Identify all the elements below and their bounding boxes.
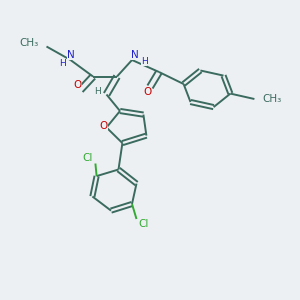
Text: O: O bbox=[143, 86, 151, 97]
Text: N: N bbox=[67, 50, 74, 60]
Text: H: H bbox=[59, 59, 65, 68]
Text: N: N bbox=[130, 50, 138, 60]
Text: Cl: Cl bbox=[83, 153, 93, 163]
Text: CH₃: CH₃ bbox=[20, 38, 39, 48]
Text: O: O bbox=[74, 80, 82, 90]
Text: O: O bbox=[99, 121, 108, 131]
Text: Cl: Cl bbox=[139, 219, 149, 230]
Text: CH₃: CH₃ bbox=[262, 94, 281, 104]
Text: H: H bbox=[141, 57, 147, 66]
Text: H: H bbox=[94, 87, 101, 96]
